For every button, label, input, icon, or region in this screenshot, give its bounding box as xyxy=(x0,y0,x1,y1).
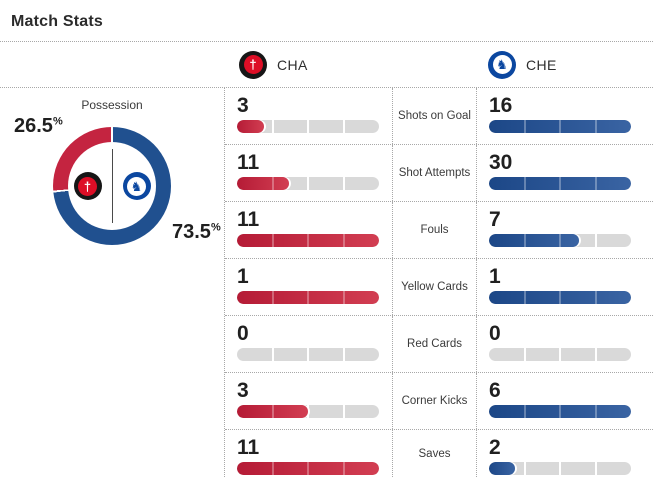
home-stat-cell: 3 xyxy=(225,88,392,144)
away-stat-value: 1 xyxy=(489,265,501,288)
sword-icon: † xyxy=(243,55,263,74)
home-stat-cell: 11 xyxy=(225,430,392,477)
cha-team-logo: † xyxy=(239,50,267,79)
away-stat-cell: 1 xyxy=(477,259,653,315)
home-stat-bar xyxy=(237,348,379,361)
home-stat-value: 11 xyxy=(237,151,260,174)
home-stat-value: 3 xyxy=(237,94,249,117)
away-stat-cell: 0 xyxy=(477,316,653,372)
away-stat-bar xyxy=(489,405,631,418)
possession-panel: Possession 26.5% † ♞ 73.5% xyxy=(0,88,225,477)
lion-icon: ♞ xyxy=(127,176,146,196)
away-stat-cell: 30 xyxy=(477,145,653,201)
home-stat-value: 11 xyxy=(237,436,260,459)
percent-sign: % xyxy=(52,115,63,128)
away-stat-value: 2 xyxy=(489,436,501,459)
home-stat-bar xyxy=(237,120,379,133)
page-header: Match Stats xyxy=(0,0,653,42)
stat-label: Shot Attempts xyxy=(392,145,477,201)
badge-divider xyxy=(111,149,113,223)
possession-donut: † ♞ xyxy=(53,127,171,245)
away-stat-cell: 6 xyxy=(477,373,653,429)
stat-label: Red Cards xyxy=(392,316,477,372)
home-stat-bar xyxy=(237,405,379,418)
stat-label: Saves xyxy=(392,430,477,477)
away-stat-value: 7 xyxy=(489,208,501,231)
possession-away-pct: 73.5% xyxy=(172,221,221,244)
stats-grid: 3 Shots on Goal 16 11 Shot Attempts 30 1… xyxy=(225,88,653,477)
stat-row: 1 Yellow Cards 1 xyxy=(225,259,653,316)
che-team-logo: ♞ xyxy=(488,50,516,79)
cha-team-logo: † xyxy=(73,172,102,200)
content: Possession 26.5% † ♞ 73.5% 3 xyxy=(0,88,653,477)
possession-home-pct-value: 26.5 xyxy=(14,115,53,137)
away-stat-bar xyxy=(489,120,631,133)
percent-sign: % xyxy=(210,221,221,234)
stat-row: 0 Red Cards 0 xyxy=(225,316,653,373)
home-stat-cell: 0 xyxy=(225,316,392,372)
page-title: Match Stats xyxy=(11,13,103,30)
team-away: ♞ CHE xyxy=(488,50,557,79)
home-stat-bar xyxy=(237,291,379,304)
lion-icon: ♞ xyxy=(492,55,512,74)
possession-title: Possession xyxy=(81,98,143,112)
away-stat-value: 0 xyxy=(489,322,501,345)
stat-label: Shots on Goal xyxy=(392,88,477,144)
away-stat-value: 6 xyxy=(489,379,501,402)
stat-label: Yellow Cards xyxy=(392,259,477,315)
away-stat-value: 16 xyxy=(489,94,513,117)
home-stat-cell: 1 xyxy=(225,259,392,315)
stat-label: Fouls xyxy=(392,202,477,258)
away-stat-bar xyxy=(489,177,631,190)
home-stat-value: 11 xyxy=(237,208,260,231)
away-stat-cell: 7 xyxy=(477,202,653,258)
away-stat-bar xyxy=(489,234,631,247)
stat-row: 11 Saves 2 xyxy=(225,430,653,477)
home-stat-cell: 11 xyxy=(225,145,392,201)
away-stat-cell: 2 xyxy=(477,430,653,477)
home-stat-value: 3 xyxy=(237,379,249,402)
home-stat-value: 0 xyxy=(237,322,249,345)
team-home: † CHA xyxy=(239,50,308,79)
home-stat-bar xyxy=(237,177,379,190)
sword-icon: † xyxy=(78,176,97,196)
home-stat-bar xyxy=(237,462,379,475)
stat-label: Corner Kicks xyxy=(392,373,477,429)
home-stat-cell: 11 xyxy=(225,202,392,258)
away-stat-bar xyxy=(489,348,631,361)
away-stat-bar xyxy=(489,462,631,475)
che-team-logo: ♞ xyxy=(122,172,151,200)
possession-home-pct: 26.5% xyxy=(14,115,63,138)
possession-donut-hole: † ♞ xyxy=(68,142,156,230)
team-header: † CHA ♞ CHE xyxy=(0,42,653,88)
home-stat-cell: 3 xyxy=(225,373,392,429)
stat-row: 3 Shots on Goal 16 xyxy=(225,88,653,145)
home-stat-bar xyxy=(237,234,379,247)
stat-row: 11 Fouls 7 xyxy=(225,202,653,259)
team-home-abbr: CHA xyxy=(277,56,308,73)
away-stat-value: 30 xyxy=(489,151,513,174)
possession-away-pct-value: 73.5 xyxy=(172,221,211,243)
away-stat-cell: 16 xyxy=(477,88,653,144)
stat-row: 3 Corner Kicks 6 xyxy=(225,373,653,430)
home-stat-value: 1 xyxy=(237,265,249,288)
away-stat-bar xyxy=(489,291,631,304)
stat-row: 11 Shot Attempts 30 xyxy=(225,145,653,202)
team-away-abbr: CHE xyxy=(526,56,557,73)
